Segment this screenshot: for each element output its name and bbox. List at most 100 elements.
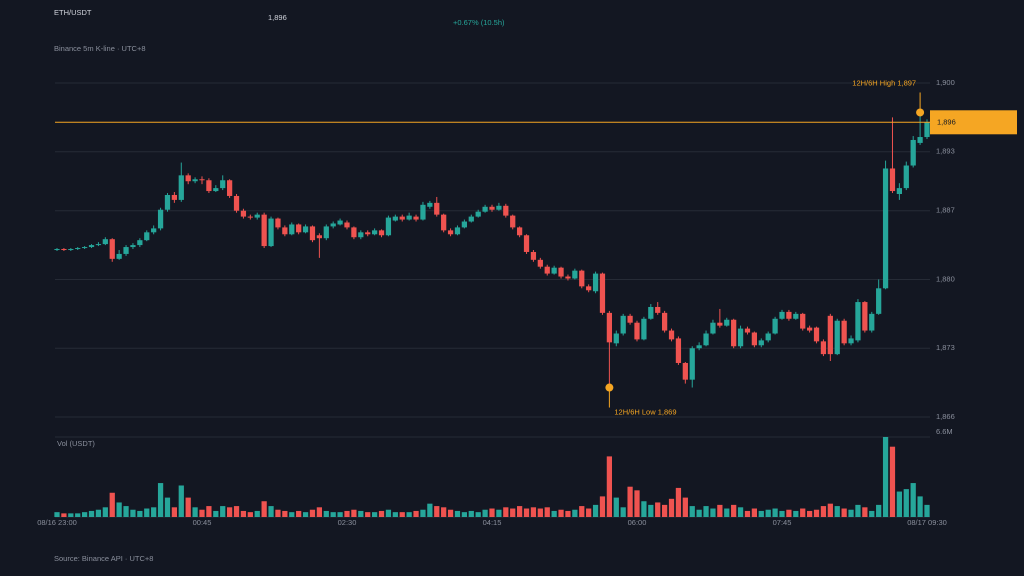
candle-body <box>61 249 67 251</box>
candle-body <box>876 288 882 314</box>
candle-body <box>489 206 495 210</box>
volume-bar <box>385 509 392 517</box>
volume-bar <box>206 506 212 517</box>
candle-body <box>392 216 398 221</box>
last-price-label: 1,896 <box>937 117 956 126</box>
high-marker <box>916 108 925 117</box>
candle-body <box>358 232 364 238</box>
candle-body <box>116 253 122 259</box>
volume-bar <box>620 507 626 517</box>
volume-bar <box>641 501 647 517</box>
candle-body <box>365 232 371 235</box>
candle-body <box>226 180 233 196</box>
volume-bar <box>627 486 633 517</box>
candle-body <box>558 267 564 277</box>
volume-bar <box>261 501 267 517</box>
volume-bar <box>75 513 81 517</box>
volume-bar <box>758 510 764 517</box>
volume-bar <box>565 510 571 517</box>
candle-body <box>841 320 847 344</box>
candle-body <box>855 302 861 341</box>
volume-bar <box>841 508 847 517</box>
volume-bar <box>371 512 378 517</box>
volume-bar <box>827 503 833 517</box>
volume-bar <box>800 508 806 517</box>
candle-body <box>882 168 889 289</box>
candle-body <box>869 313 875 331</box>
volume-bar <box>510 508 516 517</box>
candle-body <box>530 251 537 260</box>
candle-body <box>144 232 150 241</box>
volume-bar <box>606 456 613 517</box>
volume-bar <box>454 510 461 517</box>
volume-bar <box>95 509 102 517</box>
volume-bar <box>896 491 903 517</box>
volume-bar <box>157 483 164 517</box>
volume-bar <box>516 506 523 517</box>
candle-body <box>240 210 247 217</box>
candle-body <box>724 319 730 326</box>
volume-bar <box>813 509 820 517</box>
x-tick-label: 00:45 <box>193 518 212 527</box>
volume-bar <box>254 510 260 517</box>
volume-bar <box>151 507 157 517</box>
candle-body <box>565 276 571 279</box>
candle-body <box>88 245 95 248</box>
volume-bar <box>144 508 150 517</box>
candle-body <box>178 175 184 200</box>
volume-bar <box>869 510 875 517</box>
candle-body <box>682 362 688 380</box>
volume-bar <box>199 509 205 517</box>
candle-body <box>510 215 516 228</box>
candle-body <box>827 315 833 355</box>
candle-body <box>758 340 764 346</box>
y-tick-label: 1,887 <box>936 206 955 215</box>
candle-body <box>737 328 744 347</box>
candle-body <box>634 322 640 340</box>
y-tick-label: 1,866 <box>936 412 955 421</box>
candle-body <box>910 139 916 166</box>
candle-body <box>806 327 813 331</box>
volume-bar <box>392 512 398 517</box>
volume-bar <box>123 506 129 517</box>
volume-bar <box>482 509 488 517</box>
volume-bar <box>558 509 564 517</box>
volume-bar <box>848 509 854 517</box>
candle-body <box>151 228 157 233</box>
volume-bar <box>399 512 405 517</box>
volume-bar <box>744 510 751 517</box>
volume-bar <box>171 507 178 517</box>
volume-bar <box>351 509 357 517</box>
candle-body <box>648 306 654 319</box>
volume-tick-label: 6.6M <box>936 427 953 436</box>
volume-bar <box>461 512 468 517</box>
volume-bar <box>109 492 115 517</box>
volume-bar <box>696 509 702 517</box>
x-tick-label: 04:15 <box>483 518 502 527</box>
volume-bar <box>703 506 709 517</box>
volume-bar <box>406 512 412 517</box>
volume-bar <box>365 512 371 517</box>
source-note: Source: Binance API · UTC+8 <box>54 554 153 563</box>
candle-body <box>503 205 509 216</box>
candle-body <box>655 306 661 313</box>
volume-bar <box>185 497 191 517</box>
candle-body <box>675 338 682 363</box>
volume-bar <box>240 510 247 517</box>
chart-title: ETH/USDT <box>54 8 92 17</box>
volume-bar <box>668 498 675 517</box>
volume-bar <box>247 512 253 517</box>
volume-bar <box>475 512 481 517</box>
candle-body <box>551 267 557 274</box>
volume-bar <box>924 504 930 517</box>
candle-body <box>261 214 267 247</box>
low-marker-label: 12H/6H Low 1,869 <box>614 408 676 417</box>
candle-body <box>586 286 592 291</box>
volume-bar <box>503 507 509 517</box>
volume-bar <box>710 508 716 517</box>
volume-bar <box>282 510 288 517</box>
candle-body <box>751 332 758 346</box>
volume-bar <box>731 504 737 517</box>
candle-body <box>220 180 226 189</box>
volume-bar <box>586 508 592 517</box>
